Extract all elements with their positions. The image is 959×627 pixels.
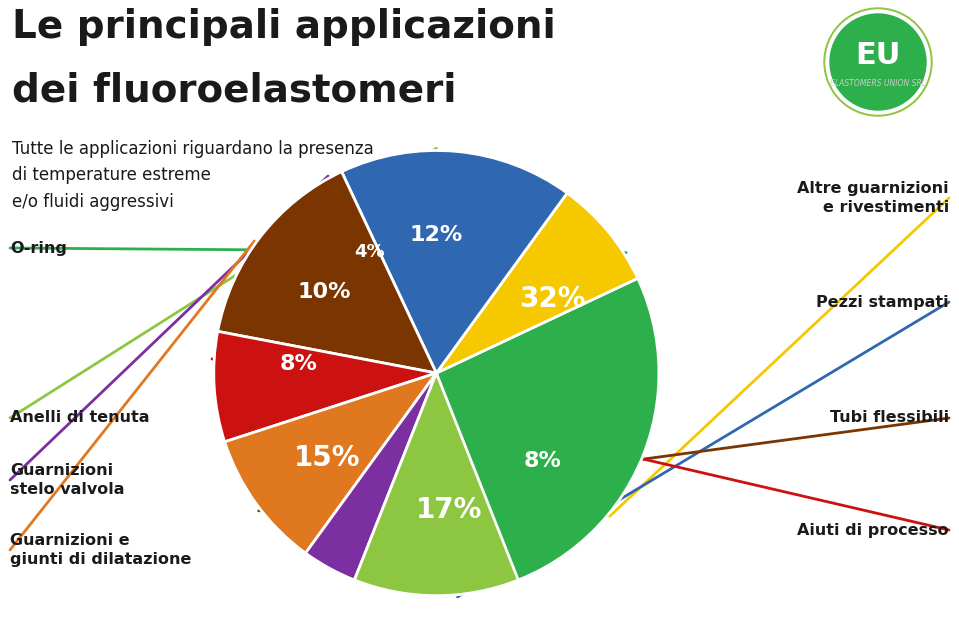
Text: Anelli di tenuta: Anelli di tenuta <box>10 411 150 426</box>
Text: Guarnizioni e
giunti di dilatazione: Guarnizioni e giunti di dilatazione <box>10 533 192 567</box>
Wedge shape <box>218 172 436 373</box>
Text: Altre guarnizioni
e rivestimenti: Altre guarnizioni e rivestimenti <box>797 181 949 215</box>
Text: 8%: 8% <box>524 451 562 471</box>
Text: Aiuti di processo: Aiuti di processo <box>797 522 949 537</box>
Text: Pezzi stampati: Pezzi stampati <box>816 295 949 310</box>
Text: 12%: 12% <box>409 225 463 245</box>
Text: O-ring: O-ring <box>10 241 67 255</box>
Text: Tubi flessibili: Tubi flessibili <box>830 411 949 426</box>
Wedge shape <box>436 193 638 373</box>
Text: 17%: 17% <box>416 497 482 524</box>
Wedge shape <box>341 150 567 373</box>
Circle shape <box>826 10 930 114</box>
Text: 15%: 15% <box>294 444 361 472</box>
Text: 4%: 4% <box>355 243 386 261</box>
Text: Tutte le applicazioni riguardano la presenza
di temperature estreme
e/o fluidi a: Tutte le applicazioni riguardano la pres… <box>12 140 374 211</box>
Text: dei fluoroelastomeri: dei fluoroelastomeri <box>12 72 456 110</box>
Circle shape <box>830 14 926 110</box>
Wedge shape <box>214 331 436 442</box>
Text: Guarnizioni
stelo valvola: Guarnizioni stelo valvola <box>10 463 125 497</box>
Wedge shape <box>355 373 518 596</box>
Text: Le principali applicazioni: Le principali applicazioni <box>12 8 556 46</box>
Text: 10%: 10% <box>298 282 351 302</box>
Wedge shape <box>224 373 436 553</box>
Wedge shape <box>306 373 436 580</box>
Text: 8%: 8% <box>280 354 317 374</box>
Circle shape <box>824 8 932 116</box>
Wedge shape <box>436 278 659 596</box>
Text: ELASTOMERS UNION SRL: ELASTOMERS UNION SRL <box>830 80 926 88</box>
Text: 32%: 32% <box>520 285 586 313</box>
Text: EU: EU <box>855 41 901 70</box>
